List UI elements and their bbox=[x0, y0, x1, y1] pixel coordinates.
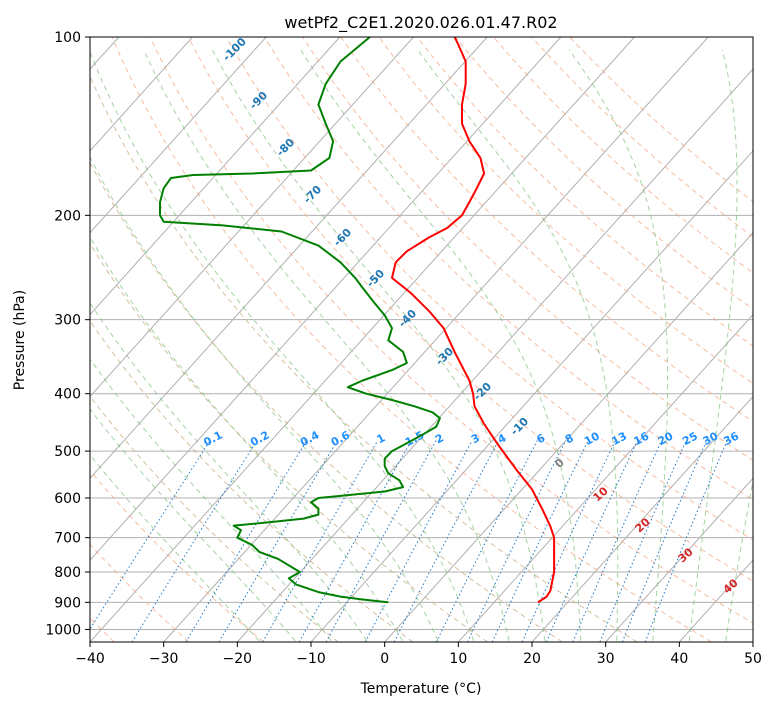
mixing-ratio-label: 20 bbox=[656, 429, 676, 448]
y-tick-label: 400 bbox=[54, 387, 81, 403]
x-tick-label: −10 bbox=[296, 651, 326, 667]
moist-adiabat bbox=[90, 454, 260, 642]
mixing-ratio-line bbox=[262, 440, 379, 642]
isotherm-line bbox=[90, 37, 635, 642]
dry-adiabat bbox=[90, 75, 638, 642]
y-tick-label: 300 bbox=[54, 313, 81, 329]
mixing-ratio-line bbox=[218, 440, 338, 642]
isotherm-line bbox=[90, 37, 414, 398]
mixing-ratio-label: 13 bbox=[609, 429, 629, 448]
moist-adiabat bbox=[568, 49, 668, 641]
y-tick-label: 100 bbox=[54, 30, 81, 46]
moist-adiabat bbox=[688, 49, 738, 641]
y-axis-label: Pressure (hPa) bbox=[12, 290, 28, 390]
x-tick-label: −30 bbox=[149, 651, 179, 667]
moist-adiabat bbox=[143, 49, 510, 641]
isotherm-line bbox=[90, 37, 488, 480]
plot-area: 0.1 0.2 0.4 0.6 1 1.5 2 3 4 6 8 10 13 16 20 25 30 36-100-… bbox=[90, 37, 753, 642]
x-tick-label: 10 bbox=[449, 651, 467, 667]
dry-adiabat bbox=[416, 37, 753, 347]
mixing-ratio-label: 25 bbox=[680, 429, 700, 448]
dry-adiabat bbox=[149, 37, 753, 624]
mixing-ratio-line bbox=[545, 440, 638, 642]
x-tick-label: −20 bbox=[223, 651, 253, 667]
isotherm-line bbox=[384, 231, 753, 642]
y-tick-label: 900 bbox=[54, 595, 81, 611]
moist-adiabat bbox=[90, 302, 368, 642]
isotherm-line bbox=[163, 37, 709, 642]
isotherm-line bbox=[90, 37, 267, 234]
moist-adiabat bbox=[416, 49, 619, 641]
mixing-ratio-label: 10 bbox=[582, 429, 602, 448]
mixing-ratio-line bbox=[599, 440, 687, 642]
moist-adiabat bbox=[90, 156, 439, 641]
dry-adiabat bbox=[187, 37, 753, 582]
moist-adiabat bbox=[90, 236, 403, 642]
y-tick-label: 600 bbox=[54, 491, 81, 507]
plot-frame bbox=[89, 36, 754, 643]
dry-adiabat bbox=[111, 37, 712, 642]
mixing-ratio-line bbox=[521, 440, 616, 642]
y-axis-ticks: 100 200 300 400 500 600 700 800 900 1000 bbox=[45, 30, 90, 638]
dry-adiabat bbox=[90, 161, 563, 642]
mixing-ratio-label: 36 bbox=[721, 429, 741, 448]
x-tick-label: 30 bbox=[597, 651, 615, 667]
dry-adiabat bbox=[302, 37, 753, 461]
y-tick-label: 700 bbox=[54, 531, 81, 547]
dry-adiabat bbox=[225, 37, 753, 541]
mixing-ratio-line bbox=[572, 440, 663, 642]
dry-adiabat bbox=[90, 242, 488, 642]
isotherm-line bbox=[90, 37, 341, 316]
isotherm-line bbox=[605, 477, 753, 642]
moist-adiabats bbox=[90, 49, 753, 642]
y-tick-label: 1000 bbox=[45, 622, 81, 638]
chart-title: wetPf2_C2E1.2020.026.01.47.R02 bbox=[284, 13, 557, 33]
isotherm-line bbox=[531, 395, 753, 642]
y-tick-label: 800 bbox=[54, 565, 81, 581]
y-tick-label: 200 bbox=[54, 208, 81, 224]
x-tick-label: −40 bbox=[75, 651, 105, 667]
moist-adiabat bbox=[300, 49, 582, 641]
mixing-ratio-lines bbox=[90, 440, 728, 642]
mixing-ratio-line bbox=[435, 440, 538, 642]
mixing-ratio-line bbox=[298, 440, 412, 642]
x-axis-label: Temperature (°C) bbox=[360, 681, 482, 697]
mixing-ratio-label: 16 bbox=[632, 429, 652, 448]
x-tick-label: 40 bbox=[670, 651, 688, 667]
isotherm-line bbox=[90, 37, 562, 561]
isotherm-line bbox=[236, 68, 753, 642]
dewpoint-profile-line bbox=[159, 37, 441, 604]
dry-adiabat bbox=[264, 37, 753, 501]
moist-adiabat bbox=[211, 49, 546, 641]
y-tick-label: 500 bbox=[54, 444, 81, 460]
dry-adiabat bbox=[90, 469, 264, 642]
mixing-ratio-line bbox=[90, 440, 211, 630]
mixing-ratio-label: 30 bbox=[701, 429, 721, 448]
data-series bbox=[159, 37, 556, 604]
moist-adiabat bbox=[90, 50, 474, 641]
x-tick-label: 0 bbox=[380, 651, 389, 667]
mixing-ratio-line bbox=[325, 440, 437, 642]
moist-adiabat bbox=[725, 477, 753, 641]
mixing-ratio-line bbox=[131, 440, 258, 642]
moist-adiabat bbox=[90, 408, 296, 642]
mixing-ratio-line bbox=[185, 440, 308, 642]
isotherm-line bbox=[457, 313, 753, 642]
isotherm-line bbox=[90, 37, 193, 152]
mixing-ratio-line bbox=[467, 440, 567, 642]
x-tick-label: 50 bbox=[744, 651, 762, 667]
x-tick-label: 20 bbox=[523, 651, 541, 667]
temperature-profile-line bbox=[391, 37, 556, 604]
x-axis-ticks: −40 −30 −20 −10 0 10 20 30 40 50 bbox=[75, 642, 762, 667]
grid-lines bbox=[90, 37, 753, 642]
